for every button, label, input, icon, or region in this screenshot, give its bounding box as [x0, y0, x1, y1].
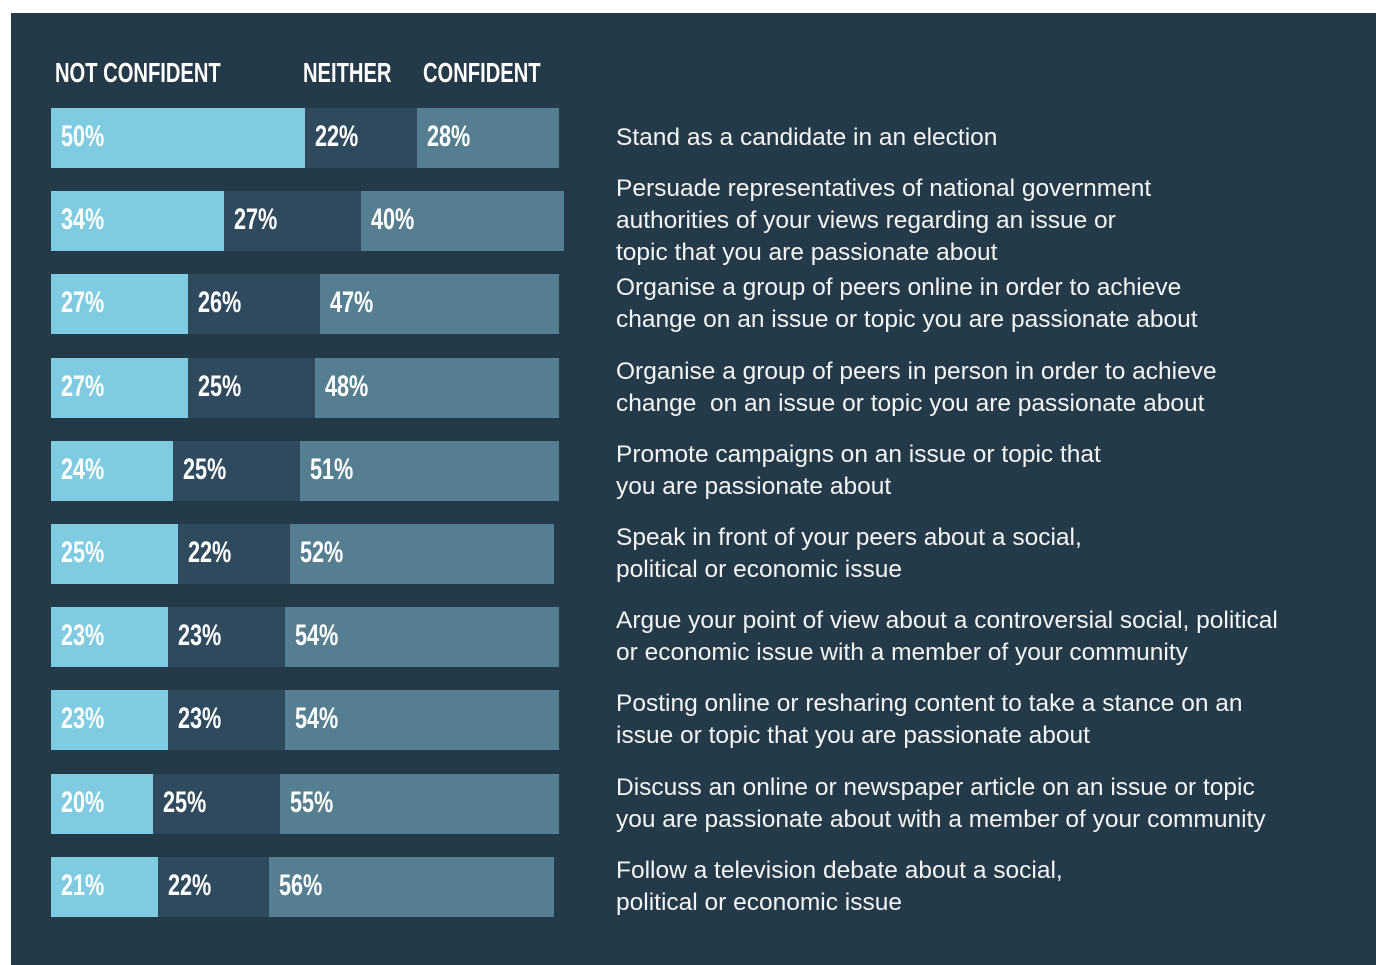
bar-segment: 52%	[289, 524, 554, 584]
value-label: 27%	[61, 286, 105, 320]
bar-segment: 34%	[51, 191, 224, 252]
bar-segment: 27%	[223, 191, 361, 252]
category-label: Persuade representatives of national gov…	[616, 175, 1152, 267]
value-label: 21%	[61, 868, 105, 902]
value-label: 48%	[325, 369, 369, 403]
bar-segment: 50%	[51, 108, 305, 168]
value-label: 28%	[426, 120, 470, 153]
value-label: 52%	[299, 536, 343, 569]
value-label: 23%	[61, 702, 105, 736]
bar-segment: 22%	[157, 856, 270, 917]
bar-segment: 47%	[320, 274, 559, 335]
value-label: 20%	[61, 785, 105, 819]
bar-segment: 51%	[299, 440, 559, 501]
value-label: 23%	[61, 619, 105, 653]
value-label: 25%	[61, 536, 105, 569]
value-label: 54%	[294, 619, 338, 653]
value-label: 54%	[294, 702, 338, 736]
category-label: Organise a group of peers in person in o…	[616, 357, 1217, 417]
legend-entry: NOT CONFIDENT	[55, 57, 221, 88]
bar-segment: 56%	[269, 856, 554, 917]
bar-segment: 21%	[51, 856, 158, 917]
bar-segment: 25%	[172, 440, 300, 501]
value-label: 25%	[182, 452, 227, 486]
bar-segment: 25%	[51, 524, 178, 584]
value-label: 23%	[177, 702, 222, 736]
bar-segment: 23%	[167, 690, 285, 751]
category-label: Organise a group of peers online in orde…	[616, 274, 1198, 334]
value-label: 34%	[61, 203, 105, 237]
bar-segment: 27%	[51, 274, 189, 335]
bar-segment: 24%	[51, 440, 173, 501]
bar-segment: 23%	[167, 607, 285, 668]
bar-segment: 48%	[315, 357, 559, 418]
legend-entry: NEITHER	[303, 57, 392, 88]
value-label: 47%	[330, 286, 374, 320]
chart-panel: NOT CONFIDENT NEITHER CONFIDENT 50% 22% 28% St…	[11, 13, 1376, 965]
bar-segment: 23%	[51, 607, 168, 668]
value-label: 22%	[167, 868, 211, 902]
bar-segment: 22%	[305, 108, 417, 168]
value-label: 22%	[188, 536, 232, 569]
category-label: Posting online or resharing content to t…	[616, 690, 1243, 750]
value-label: 24%	[61, 452, 105, 486]
bar-segment: 54%	[284, 607, 559, 668]
bar-segment: 22%	[178, 524, 290, 584]
value-label: 25%	[162, 785, 206, 819]
value-label: 26%	[198, 286, 242, 320]
bar-segment: 27%	[51, 357, 189, 418]
value-label: 25%	[198, 369, 242, 403]
category-label: Follow a television debate about a socia…	[616, 856, 1063, 916]
bar-segment: 20%	[51, 773, 153, 834]
category-label: Discuss an online or newspaper article o…	[616, 773, 1266, 833]
value-label: 23%	[177, 619, 222, 653]
value-label: 40%	[370, 203, 415, 237]
bar-segment: 54%	[284, 690, 559, 751]
bar-segment: 55%	[279, 773, 559, 834]
bar-segment: 26%	[188, 274, 321, 335]
value-label: 51%	[309, 452, 354, 486]
category-label: Argue your point of view about a controv…	[616, 607, 1278, 667]
bar-segment: 40%	[360, 191, 565, 252]
value-label: 27%	[61, 369, 105, 403]
bar-segment: 23%	[51, 690, 168, 751]
bar-segment: 25%	[152, 773, 280, 834]
bar-segment: 25%	[188, 357, 316, 418]
bar-segment: 28%	[416, 108, 559, 168]
category-label: Stand as a candidate in an election	[616, 124, 998, 151]
value-label: 50%	[61, 120, 105, 153]
category-label: Promote campaigns on an issue or topic t…	[616, 440, 1101, 500]
value-label: 22%	[315, 120, 359, 153]
value-label: 27%	[233, 203, 277, 237]
value-label: 55%	[289, 785, 333, 819]
category-label: Speak in front of your peers about a soc…	[616, 524, 1082, 583]
value-label: 56%	[279, 868, 323, 902]
legend-entry: CONFIDENT	[423, 57, 541, 88]
